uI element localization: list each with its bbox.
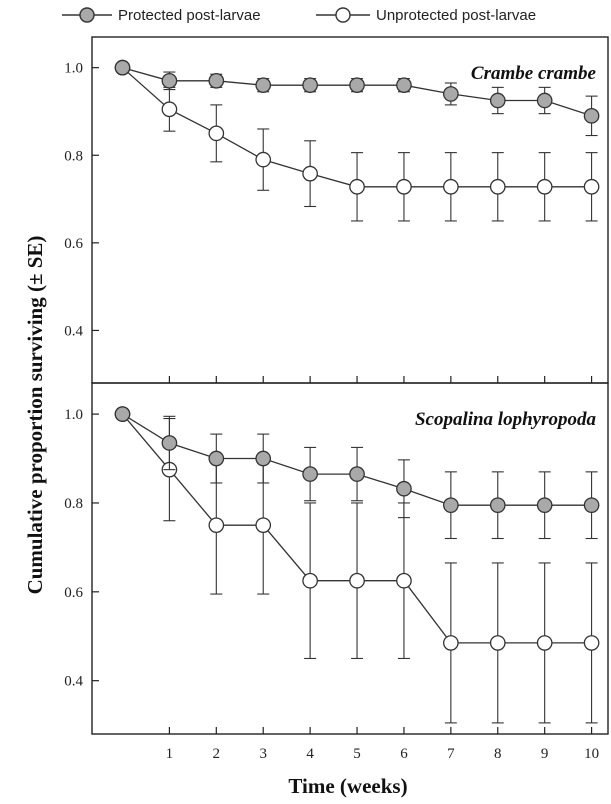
data-point-protected xyxy=(396,480,412,497)
plot-frame xyxy=(91,382,609,735)
series-protected xyxy=(114,59,600,137)
data-point-protected xyxy=(443,497,459,514)
y-tick-label: 1.0 xyxy=(64,61,83,77)
data-point-protected xyxy=(255,450,272,467)
data-point-protected xyxy=(396,77,412,94)
data-point-unprotected xyxy=(443,635,459,651)
panel-crambe-crambe: 0.4 0.6 0.8 1.0 Crambe crambe xyxy=(64,36,609,384)
data-point-unprotected xyxy=(396,572,412,589)
data-point-unprotected xyxy=(302,165,318,182)
legend: Protected post-larvae Unprotected post-l… xyxy=(62,7,536,24)
data-point-unprotected xyxy=(208,125,225,142)
data-point-unprotected xyxy=(349,572,365,589)
x-tick-label: 7 xyxy=(447,746,455,762)
x-tick-label: 8 xyxy=(494,746,502,762)
series-unprotected xyxy=(114,59,600,222)
y-tick-label: 0.4 xyxy=(64,674,83,690)
data-point-unprotected xyxy=(302,572,318,589)
data-point-unprotected xyxy=(583,178,600,195)
data-point-protected xyxy=(114,406,131,422)
data-point-unprotected xyxy=(489,178,506,195)
data-point-protected xyxy=(489,92,506,109)
data-point-unprotected xyxy=(443,178,459,195)
data-point-protected xyxy=(583,107,600,124)
data-point-protected xyxy=(583,497,600,514)
panel-title: Scopalina lophyropoda xyxy=(415,409,597,430)
data-point-unprotected xyxy=(255,517,272,534)
data-point-unprotected xyxy=(396,178,412,195)
legend-protected-marker xyxy=(79,7,95,23)
data-point-unprotected xyxy=(208,517,225,534)
data-point-protected xyxy=(349,466,365,482)
x-tick-label: 2 xyxy=(213,746,221,762)
legend-protected: Protected post-larvae xyxy=(62,7,261,24)
x-tick-label: 9 xyxy=(541,746,549,762)
y-axis-title: Cumulative proportion surviving (± SE) xyxy=(23,236,47,595)
y-tick-label: 1.0 xyxy=(64,407,83,423)
data-point-unprotected xyxy=(255,151,272,168)
data-point-protected xyxy=(302,466,318,482)
data-point-unprotected xyxy=(583,635,600,651)
legend-unprotected-label: Unprotected post-larvae xyxy=(376,7,536,24)
x-tick-label: 1 xyxy=(166,746,174,762)
series-unprotected xyxy=(114,406,600,724)
x-tick-label: 6 xyxy=(400,746,408,762)
data-point-protected xyxy=(302,77,318,94)
x-tick-label: 3 xyxy=(259,746,267,762)
x-tick-label: 4 xyxy=(306,746,314,762)
panel-title: Crambe crambe xyxy=(471,63,597,84)
data-point-protected xyxy=(349,77,365,94)
legend-unprotected-marker xyxy=(335,7,351,23)
data-point-protected xyxy=(161,435,178,451)
panel-scopalina-lophyropoda: 0.4 0.6 0.8 1.0 1 2 3 4 5 6 7 8 9 10 Scopalina lophyro… xyxy=(64,382,609,762)
legend-protected-label: Protected post-larvae xyxy=(118,7,261,24)
data-point-protected xyxy=(536,497,553,514)
data-point-unprotected xyxy=(536,635,553,651)
data-point-protected xyxy=(161,72,178,89)
data-point-unprotected xyxy=(536,178,553,195)
y-tick-label: 0.8 xyxy=(64,148,83,164)
data-point-protected xyxy=(208,72,225,89)
y-tick-label: 0.6 xyxy=(64,585,83,601)
x-axis-title: Time (weeks) xyxy=(288,774,407,798)
legend-unprotected: Unprotected post-larvae xyxy=(316,7,536,24)
data-point-protected xyxy=(443,86,459,102)
data-point-protected xyxy=(114,59,131,76)
y-tick-label: 0.6 xyxy=(64,236,83,252)
x-tick-label: 10 xyxy=(584,746,599,762)
data-point-protected xyxy=(208,450,225,467)
data-point-protected xyxy=(255,77,272,94)
y-tick-label: 0.8 xyxy=(64,496,83,512)
data-point-protected xyxy=(489,497,506,514)
data-point-protected xyxy=(536,92,553,109)
data-point-unprotected xyxy=(349,178,365,195)
data-point-unprotected xyxy=(161,101,178,118)
y-tick-label: 0.4 xyxy=(64,323,83,339)
x-tick-label: 5 xyxy=(353,746,361,762)
data-point-unprotected xyxy=(489,635,506,651)
series-protected xyxy=(114,406,600,540)
